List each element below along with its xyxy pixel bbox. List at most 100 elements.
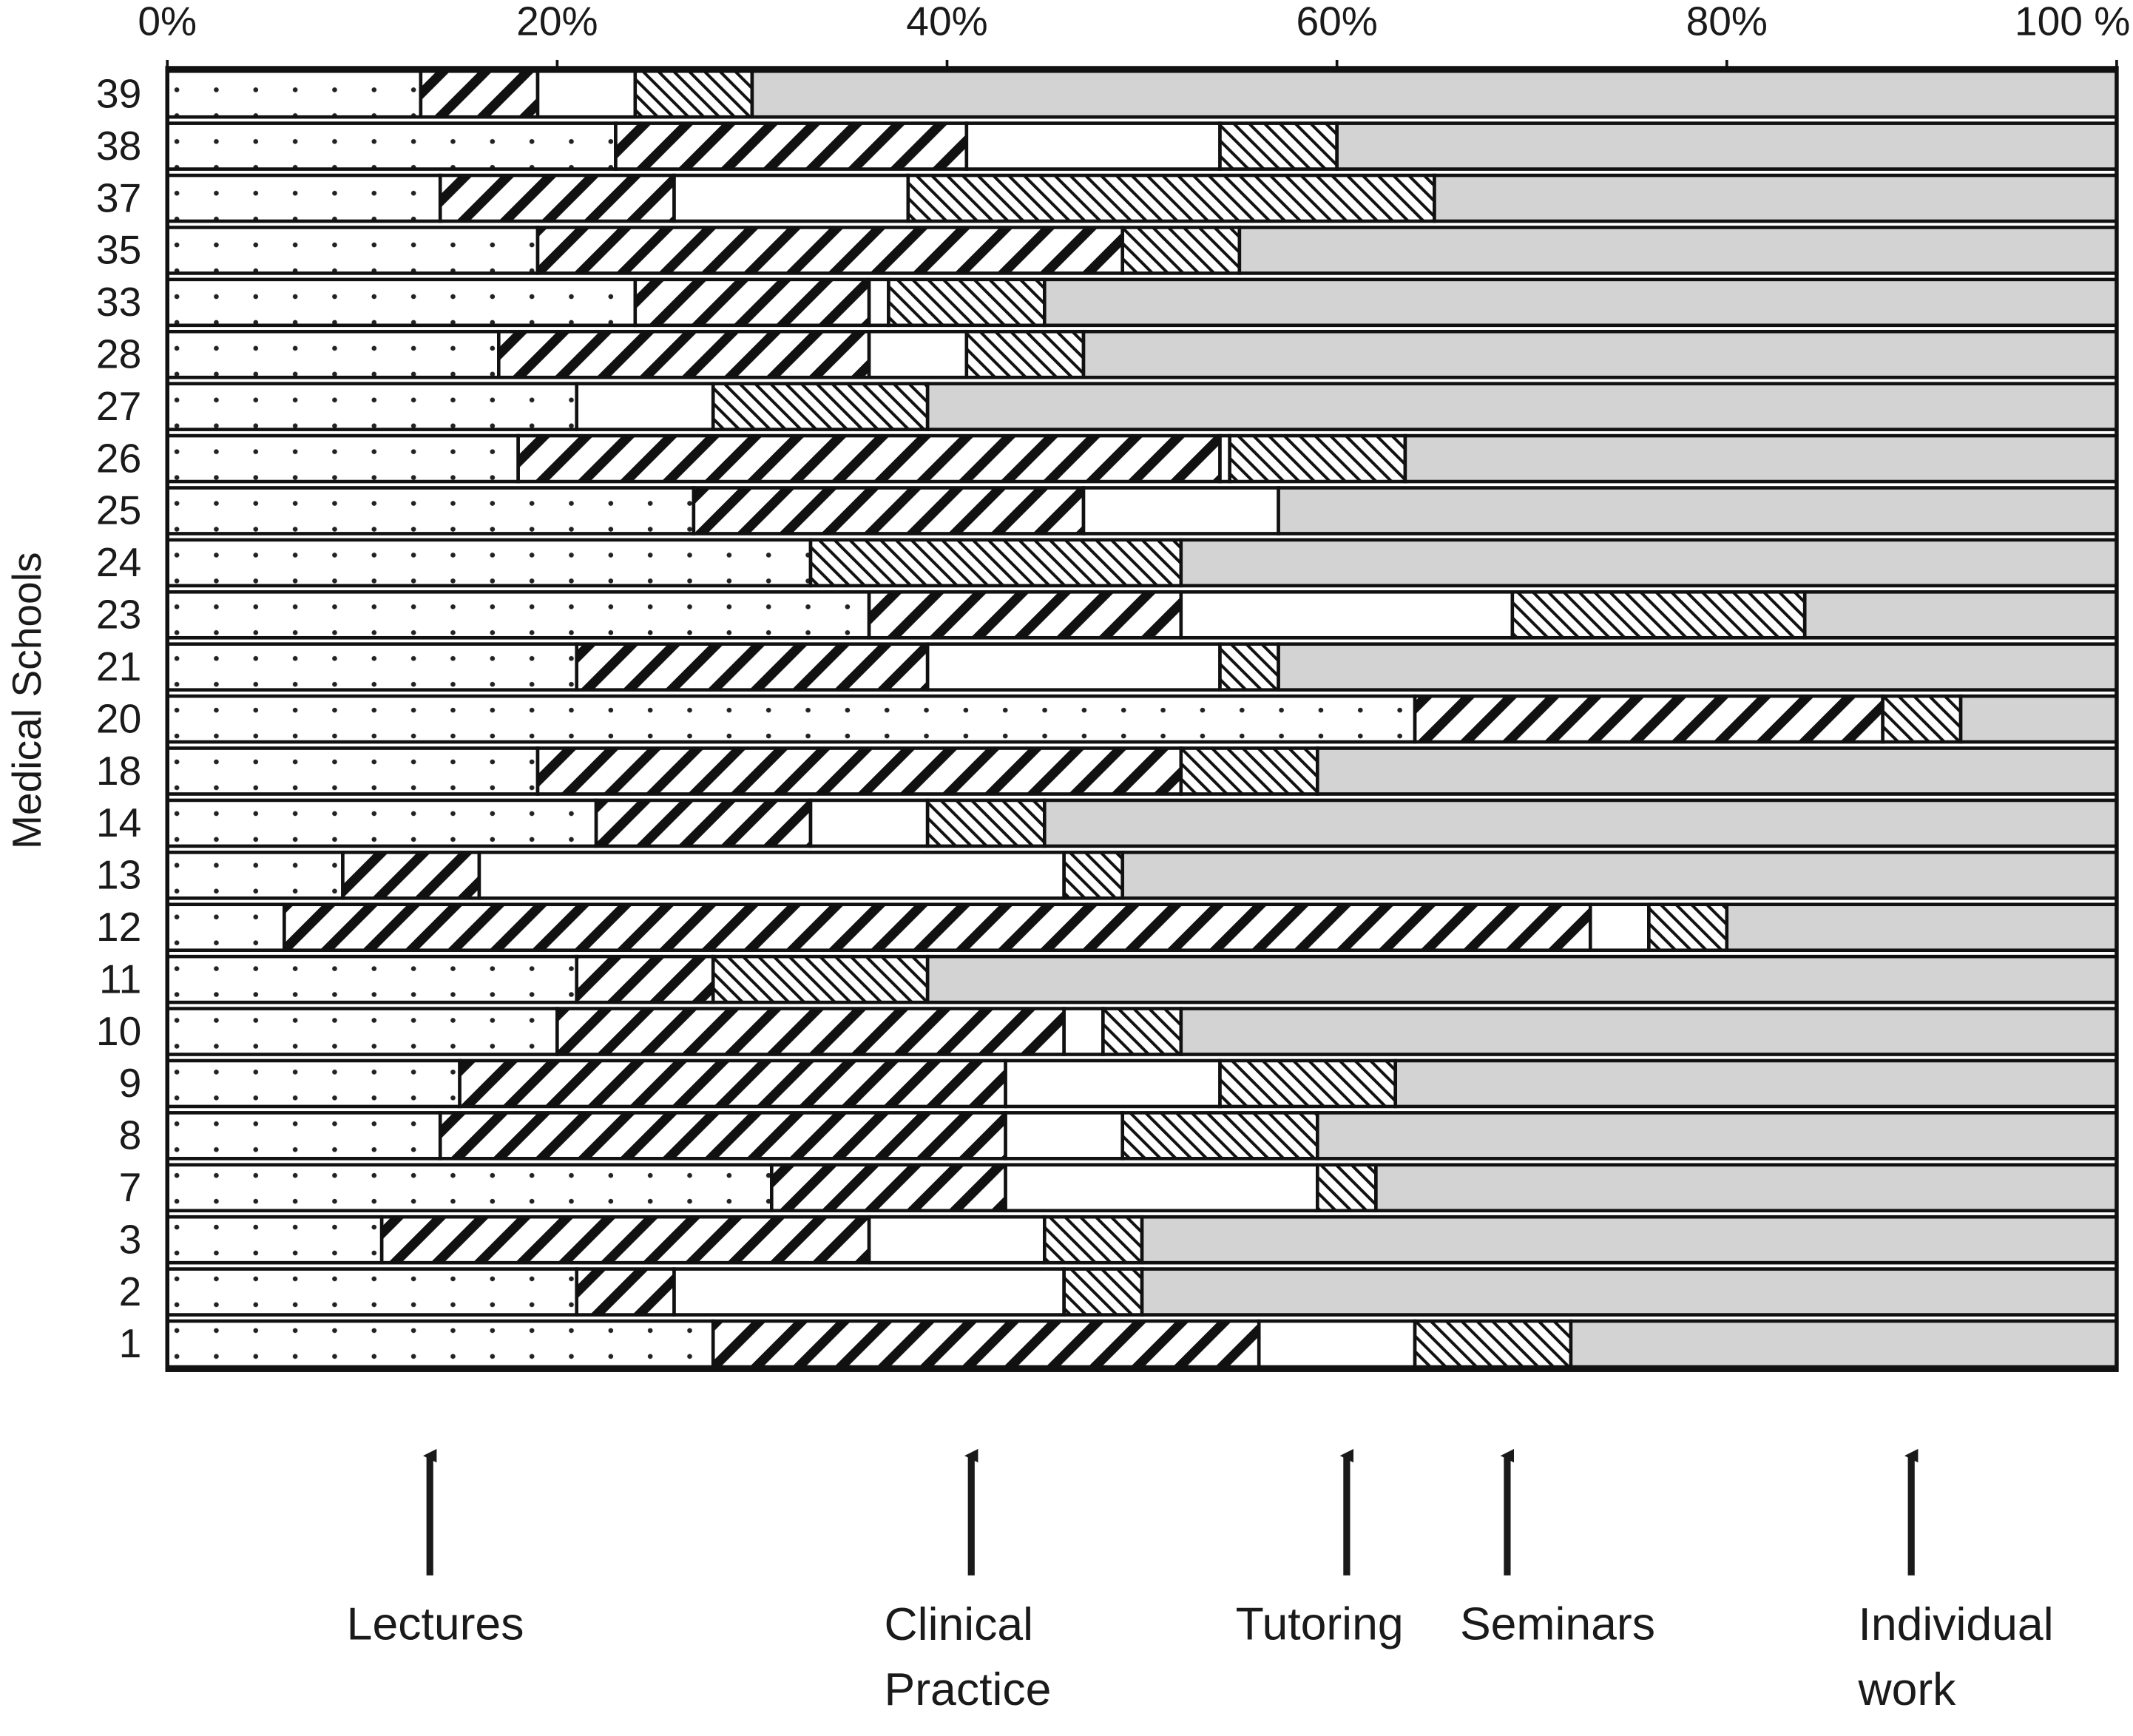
bar-segment <box>165 902 286 953</box>
bar-segment <box>165 382 579 431</box>
bar-segment <box>867 590 1183 640</box>
bar-segment <box>1413 1319 1573 1369</box>
y-tick-label: 20 <box>96 695 141 741</box>
bar-segment <box>1393 1058 2119 1109</box>
bar-segment <box>1277 486 2119 536</box>
bar-segment <box>165 590 871 640</box>
legend-label: Individual work <box>1857 1598 2053 1715</box>
x-tick-label: 0% <box>138 0 197 44</box>
bar-segment <box>1413 694 1884 744</box>
bar-segment <box>1237 226 2119 275</box>
bar-segment <box>575 1267 676 1317</box>
bar-segment <box>1228 433 1407 484</box>
bar-segment <box>1647 902 1729 953</box>
bar-segment <box>165 851 345 900</box>
bar-segment <box>1958 694 2119 744</box>
x-tick-label: 60% <box>1296 0 1377 44</box>
bar-segment <box>887 277 1047 328</box>
bar-segment <box>575 642 930 692</box>
bar-segment <box>477 851 1066 900</box>
bar-segment <box>1315 1163 1378 1213</box>
bar-segment <box>1315 746 2119 796</box>
legend-label: Tutoring <box>1236 1598 1404 1649</box>
x-tick-label: 80% <box>1686 0 1768 44</box>
y-tick-label: 28 <box>96 331 141 376</box>
bar-segment <box>1081 329 2119 379</box>
bar-segment <box>1062 1007 1105 1056</box>
y-tick-label: 25 <box>96 487 141 533</box>
bar-segment <box>1569 1319 2119 1369</box>
bar-segment <box>672 1267 1066 1317</box>
y-tick-label: 24 <box>96 539 141 585</box>
bar-segment <box>1218 121 1339 171</box>
bar-segment <box>711 1319 1261 1369</box>
bar-segment <box>711 954 930 1004</box>
bar-segment <box>692 486 1086 536</box>
y-tick-label: 7 <box>119 1164 142 1210</box>
bar-segment <box>925 798 1047 848</box>
bar-segment <box>925 382 2119 431</box>
bar-segment <box>497 329 871 379</box>
y-tick-label: 8 <box>119 1112 142 1158</box>
bar-segment <box>1120 1111 1319 1161</box>
bar-segment <box>1257 1319 1417 1369</box>
bar-segment <box>419 69 540 119</box>
bar-segment <box>1140 1215 2119 1265</box>
bar-segment <box>906 173 1436 223</box>
bar-segment <box>594 798 813 848</box>
legend-label: Lectures <box>347 1598 524 1649</box>
y-tick-label: 13 <box>96 852 141 898</box>
bar-segment <box>1374 1163 2119 1213</box>
bar-segment <box>535 226 1125 275</box>
bar-segment <box>964 121 1222 171</box>
bar-segment <box>1004 1163 1319 1213</box>
y-tick-label: 3 <box>119 1216 142 1262</box>
legend-label: Clinical Practice <box>885 1598 1052 1715</box>
bar-segment <box>614 121 969 171</box>
bar-segment <box>964 329 1086 379</box>
bar-segment <box>438 1111 1007 1161</box>
bar-segment <box>1042 1215 1144 1265</box>
bar-segment <box>633 69 754 119</box>
y-tick-label: 33 <box>96 279 141 325</box>
bar-segment <box>1081 486 1280 536</box>
bar-segment <box>341 851 481 900</box>
y-tick-label: 21 <box>96 644 141 689</box>
y-tick-label: 39 <box>96 70 141 116</box>
y-tick-label: 14 <box>96 800 141 845</box>
bar-segment <box>165 486 696 536</box>
bar-segment <box>575 954 715 1004</box>
bar-segment <box>379 1215 871 1265</box>
bar-segment <box>867 277 890 328</box>
y-tick-label: 10 <box>96 1008 141 1054</box>
bar-segment <box>672 173 910 223</box>
bar-segment <box>165 226 540 275</box>
bar-segment <box>1042 798 2119 848</box>
bar-segment <box>1403 433 2119 484</box>
bar-segment <box>925 642 1222 692</box>
bar-segment <box>1120 851 2119 900</box>
bar-segment <box>165 1007 559 1056</box>
bar-segment <box>165 1058 462 1109</box>
bar-segment <box>1062 1267 1144 1317</box>
bar-segment <box>165 1111 442 1161</box>
bar-segment <box>165 277 638 328</box>
y-tick-label: 1 <box>119 1320 142 1366</box>
bar-segment <box>165 433 520 484</box>
y-tick-label: 27 <box>96 383 141 429</box>
bar-segment <box>769 1163 1007 1213</box>
y-tick-label: 11 <box>99 956 141 1002</box>
y-tick-label: 38 <box>96 123 141 169</box>
bar-segment <box>1179 746 1319 796</box>
legend-label: Seminars <box>1460 1598 1655 1649</box>
bar-segment <box>1179 538 2119 588</box>
bar-segment <box>1101 1007 1183 1056</box>
bar-segment <box>535 69 638 119</box>
bar-segment <box>1277 642 2119 692</box>
bar-segment <box>867 329 969 379</box>
bar-segment <box>165 1215 384 1265</box>
x-tick-label: 40% <box>906 0 987 44</box>
bar-segment <box>808 538 1183 588</box>
